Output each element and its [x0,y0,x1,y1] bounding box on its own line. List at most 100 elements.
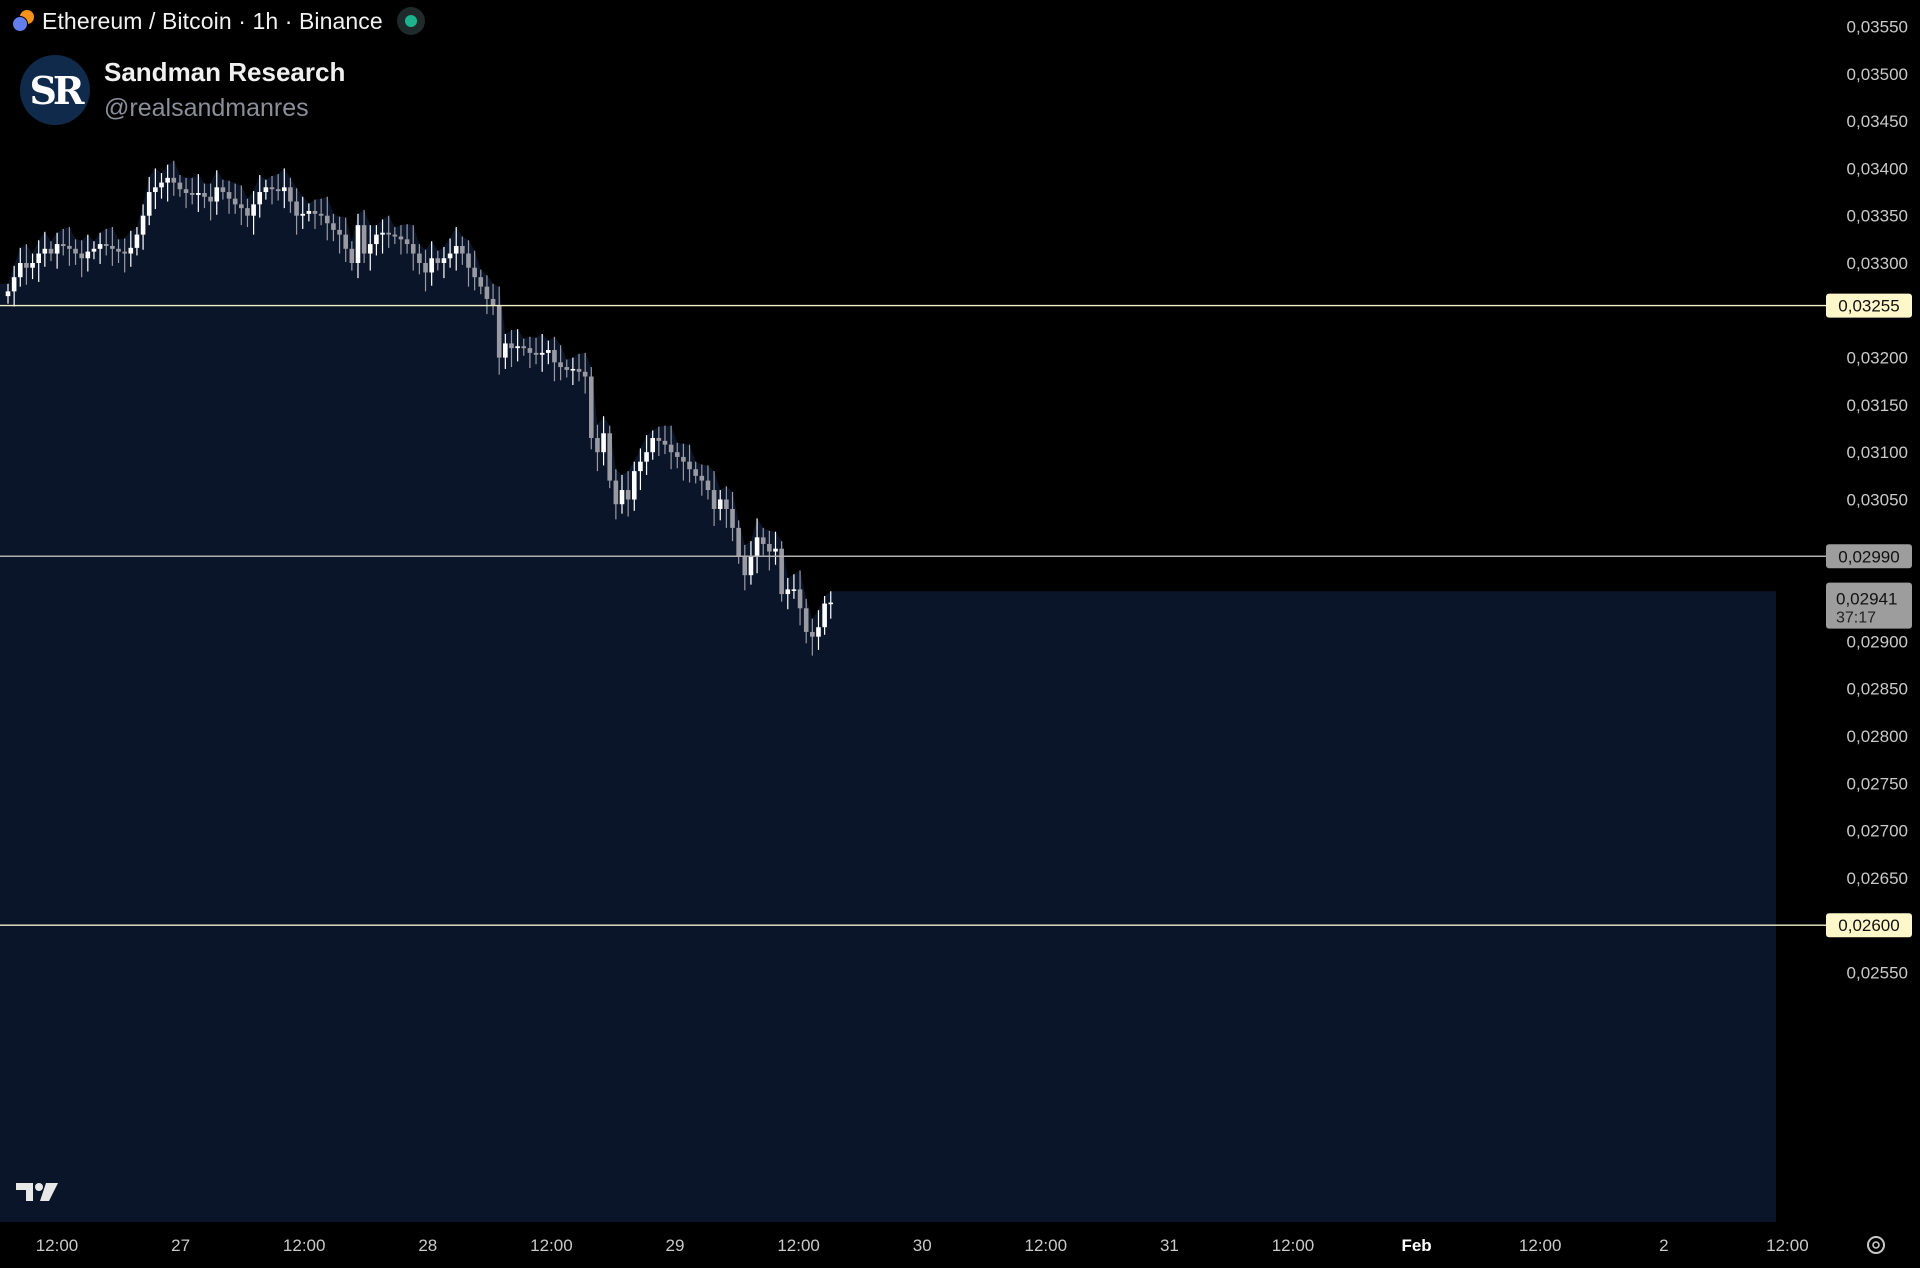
candle [392,227,398,245]
candle [546,340,551,365]
candle [337,216,342,254]
bar-countdown: 37:17 [1836,610,1876,627]
candle [91,241,97,260]
candle [490,283,496,316]
candle [11,265,17,307]
candle [460,236,465,265]
y-tick-label: 0,02900 [1847,632,1908,651]
candle [662,425,668,455]
candle [478,269,484,295]
candle [441,246,447,279]
candle [318,198,324,226]
candle [453,227,459,271]
level-label: 0,02600 [1838,916,1899,935]
y-tick-label: 0,02550 [1847,964,1908,983]
candle [263,179,269,200]
candle [54,232,60,269]
candle [386,215,391,248]
brand-text: Sandman Research @realsandmanres [104,57,345,123]
candle [122,238,127,273]
x-tick-label: 12:00 [1519,1236,1562,1255]
candle [558,345,563,381]
candle [767,530,772,571]
candle [589,367,594,450]
candle [116,239,121,263]
candle [171,160,177,196]
candle [282,168,287,209]
candle [343,217,348,263]
candle [533,337,539,365]
candle [24,244,29,285]
candle [79,240,84,278]
symbol-header[interactable]: Ethereum / Bitcoin · 1h · Binance [12,6,425,36]
candle [705,465,711,500]
candle [527,336,533,369]
candle [681,443,686,481]
candle [251,191,256,235]
candle [674,442,680,469]
y-tick-label: 0,02750 [1847,774,1908,793]
price-axis[interactable]: 0,03550 0,03500 0,03450 0,03400 0,03350 0,033… [1847,18,1908,983]
y-tick-label: 0,03400 [1847,159,1908,178]
candle [810,618,815,656]
candle [226,180,232,214]
settings-gear-icon[interactable] [1867,1236,1885,1254]
candle [791,574,797,599]
candle [331,213,336,242]
candle [103,228,109,256]
symbol-title[interactable]: Ethereum / Bitcoin · 1h · Binance [42,7,383,34]
y-tick-label: 0,02650 [1847,869,1908,888]
level-label: 0,03255 [1838,297,1899,316]
market-status-icon [396,7,425,35]
candle [785,578,791,610]
candle [48,241,54,262]
candle [97,232,103,264]
candle [564,359,570,378]
candle [257,175,263,218]
candle [625,471,631,517]
candle [60,228,66,256]
tradingview-logo-icon[interactable] [16,1180,60,1209]
x-tick-label: 31 [1160,1236,1179,1255]
x-tick-label: 12:00 [530,1236,573,1255]
candle [398,225,404,255]
y-tick-label: 0,03500 [1847,65,1908,84]
candle [503,333,508,369]
candle [312,199,318,229]
candle [183,177,189,209]
candle [717,490,723,521]
candle [631,461,637,511]
candle [803,598,809,644]
x-tick-label: 28 [418,1236,437,1255]
candle [239,185,244,226]
last-price-label: 0,02941 [1836,590,1897,609]
brand-name: Sandman Research [104,57,346,87]
candle [521,338,527,356]
candle [472,250,477,291]
candle [30,253,35,280]
x-tick-label: 29 [666,1236,685,1255]
price-area-fill [0,160,1776,1222]
candle [576,353,582,382]
candle [374,225,379,256]
candle [410,225,416,271]
candle [324,196,330,241]
candle [404,224,410,254]
candle [582,352,588,394]
candle [306,203,312,222]
candle [367,225,373,271]
time-axis[interactable]: 12:00 27 12:00 28 12:00 29 12:00 30 12:00 31 12:00… [36,1236,1885,1255]
y-tick-label: 0,03150 [1847,396,1908,415]
candle [85,234,91,272]
candle [816,610,821,650]
y-tick-label: 0,02700 [1847,822,1908,841]
brand-watermark: SR Sandman Research @realsandmanres [20,55,345,125]
candle [435,250,441,271]
candle [601,416,606,466]
x-tick-label: 27 [171,1236,190,1255]
candle [269,175,275,205]
x-tick-label: 12:00 [283,1236,326,1255]
candle [650,430,655,460]
